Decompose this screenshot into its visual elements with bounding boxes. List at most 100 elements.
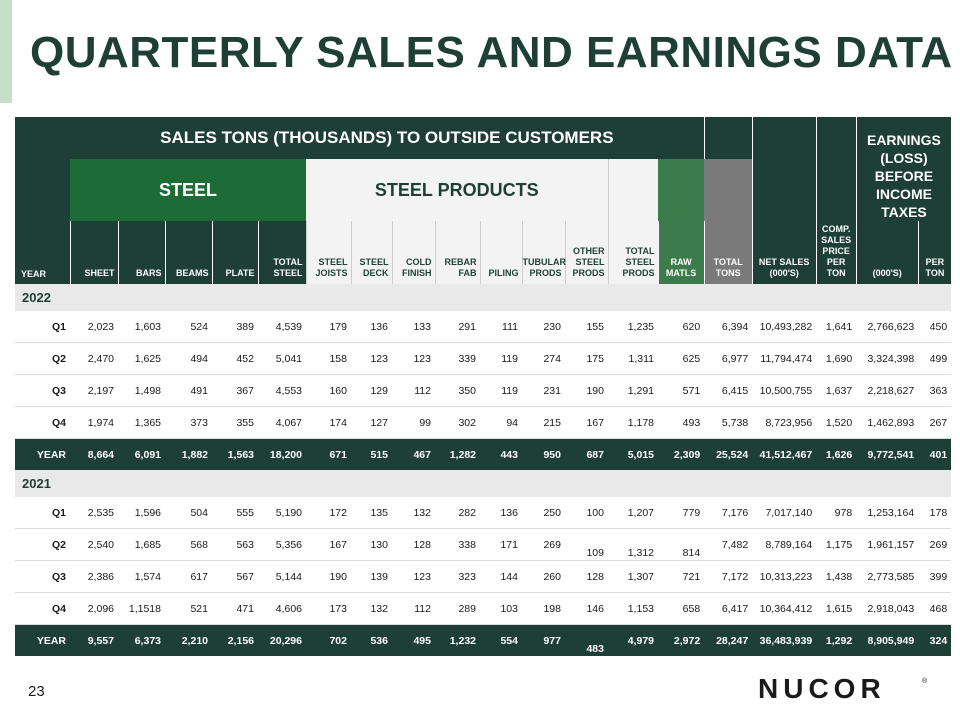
column-header: PLATE bbox=[211, 221, 258, 284]
total-cell: 8,905,949 bbox=[856, 624, 919, 656]
table-cell: 1,615 bbox=[816, 592, 857, 625]
column-header: OTHER STEEL PRODS bbox=[564, 221, 608, 284]
total-cell: 687 bbox=[565, 438, 608, 470]
table-cell: 302 bbox=[435, 406, 480, 439]
header-blank bbox=[751, 159, 817, 221]
table-cell: 119 bbox=[480, 342, 522, 375]
table-cell: 2,766,623 bbox=[856, 311, 919, 343]
table-cell: 2,470 bbox=[70, 342, 118, 375]
table-cell: 291 bbox=[435, 311, 480, 343]
table-cell: 10,364,412 bbox=[752, 592, 817, 625]
header-blank bbox=[607, 159, 658, 221]
table-cell: 6,977 bbox=[704, 342, 753, 375]
cell-value: 109 bbox=[586, 546, 604, 559]
table-cell: 814 bbox=[658, 528, 705, 561]
header-blank bbox=[815, 117, 857, 159]
total-cell: 6,373 bbox=[118, 624, 165, 656]
total-cell: 1,626 bbox=[816, 438, 857, 470]
table-cell: 274 bbox=[522, 342, 565, 375]
comp-sales-price-header: COMP. SALES PRICE PER TON bbox=[815, 159, 857, 284]
table-cell: 350 bbox=[435, 374, 480, 407]
quarter-label: Q2 bbox=[15, 342, 70, 375]
table-cell: 1,153 bbox=[608, 592, 658, 625]
logo-text: NUCOR bbox=[758, 674, 886, 704]
table-cell: 5,356 bbox=[258, 528, 306, 561]
total-cell: 2,309 bbox=[658, 438, 705, 470]
total-cell: 536 bbox=[351, 624, 392, 656]
table-cell: 155 bbox=[565, 311, 608, 343]
cell-value: 483 bbox=[586, 642, 604, 655]
total-cell: 1,882 bbox=[165, 438, 212, 470]
total-label: YEAR bbox=[15, 624, 70, 656]
table-cell: 338 bbox=[435, 528, 480, 561]
table-cell: 8,789,164 bbox=[752, 528, 817, 561]
table-cell: 1,175 bbox=[816, 528, 857, 561]
table-cell: 1,253,164 bbox=[856, 497, 919, 529]
table-cell: 103 bbox=[480, 592, 522, 625]
total-cell: 1,282 bbox=[435, 438, 480, 470]
table-cell: 620 bbox=[658, 311, 705, 343]
year-section-label: 2022 bbox=[15, 284, 952, 311]
total-cell: 8,664 bbox=[70, 438, 118, 470]
table-cell: 1,574 bbox=[118, 560, 165, 593]
table-cell: 339 bbox=[435, 342, 480, 375]
table-cell: 171 bbox=[480, 528, 522, 561]
table-cell: 99 bbox=[392, 406, 435, 439]
total-cell: 36,483,939 bbox=[752, 624, 817, 656]
table-cell: 2,197 bbox=[70, 374, 118, 407]
table-cell: 4,553 bbox=[258, 374, 306, 407]
table-cell: 11,794,474 bbox=[752, 342, 817, 375]
total-cell: 950 bbox=[522, 438, 565, 470]
table-row: Q1 2,023 1,603 524 389 4,539 179 136 133 291 111 23… bbox=[15, 311, 952, 343]
total-cell: 6,091 bbox=[118, 438, 165, 470]
table-cell: 563 bbox=[212, 528, 258, 561]
table-cell: 123 bbox=[351, 342, 392, 375]
table-cell: 1,207 bbox=[608, 497, 658, 529]
earnings-title: EARNINGS (LOSS) BEFORE INCOME TAXES bbox=[855, 117, 952, 221]
table-cell: 323 bbox=[435, 560, 480, 593]
steel-products-group-header: STEEL PRODUCTS bbox=[306, 159, 608, 221]
table-cell: 1,178 bbox=[608, 406, 658, 439]
table-cell: 1,438 bbox=[816, 560, 857, 593]
table-cell: 1,641 bbox=[816, 311, 857, 343]
quarter-label: Q3 bbox=[15, 560, 70, 593]
column-header: RAW MATLS bbox=[657, 221, 705, 284]
table-cell: 7,176 bbox=[704, 497, 753, 529]
column-header: STEEL JOISTS bbox=[305, 221, 351, 284]
total-cell: 2,210 bbox=[165, 624, 212, 656]
nucor-logo: NUCOR ® bbox=[758, 674, 928, 704]
table-cell: 1,311 bbox=[608, 342, 658, 375]
table-cell: 571 bbox=[658, 374, 705, 407]
table-cell: 567 bbox=[212, 560, 258, 593]
quarter-label: Q4 bbox=[15, 406, 70, 439]
table-cell: 2,023 bbox=[70, 311, 118, 343]
total-cell: 25,524 bbox=[704, 438, 753, 470]
column-header: TOTAL TONS bbox=[703, 221, 753, 284]
table-cell: 2,386 bbox=[70, 560, 118, 593]
table-cell: 721 bbox=[658, 560, 705, 593]
column-header: COLD FINISH bbox=[391, 221, 435, 284]
table-cell: 1,974 bbox=[70, 406, 118, 439]
quarter-label: Q2 bbox=[15, 528, 70, 561]
table-cell: 123 bbox=[392, 560, 435, 593]
quarter-label: Q1 bbox=[15, 497, 70, 529]
table-row: Q4 1,974 1,365 373 355 4,067 174 127 99 302 94 215 1… bbox=[15, 406, 952, 439]
table-cell: 367 bbox=[212, 374, 258, 407]
table-cell: 146 bbox=[565, 592, 608, 625]
table-cell: 4,539 bbox=[258, 311, 306, 343]
table-cell: 1,365 bbox=[118, 406, 165, 439]
table-cell: 10,493,282 bbox=[752, 311, 817, 343]
table-cell: 250 bbox=[522, 497, 565, 529]
table-cell: 4,067 bbox=[258, 406, 306, 439]
table-row: Q2 2,540 1,685 568 563 5,356 167 130 128 338 171 26… bbox=[15, 528, 952, 561]
table-cell: 7,017,140 bbox=[752, 497, 817, 529]
column-header: PER TON bbox=[917, 221, 952, 284]
table-cell: 7,172 bbox=[704, 560, 753, 593]
table-cell: 1,685 bbox=[118, 528, 165, 561]
table-cell: 289 bbox=[435, 592, 480, 625]
table-cell: 1,307 bbox=[608, 560, 658, 593]
table-cell: 2,218,627 bbox=[856, 374, 919, 407]
header-blank bbox=[703, 117, 753, 159]
total-cell: 324 bbox=[918, 624, 952, 656]
column-header: PILING bbox=[479, 221, 522, 284]
